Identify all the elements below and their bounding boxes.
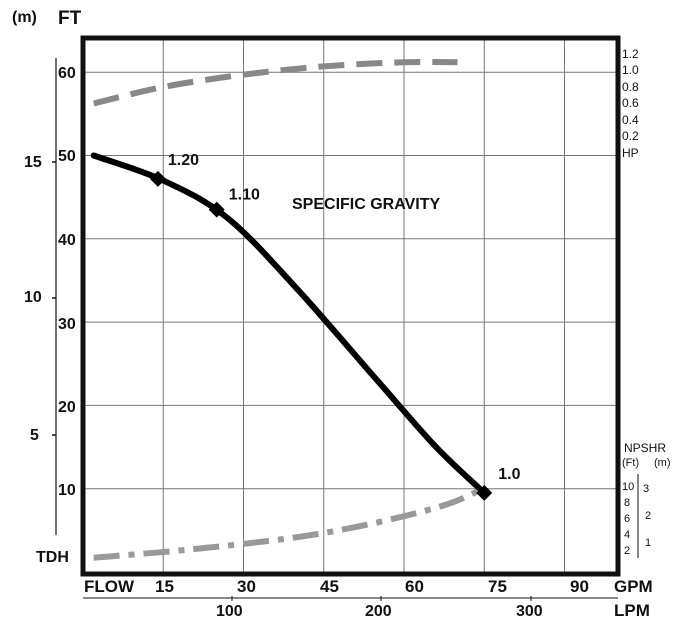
npshr-ft-unit: (Ft) bbox=[622, 457, 639, 469]
grid bbox=[83, 38, 618, 574]
markers-group: 1.20 1.10 1.0 bbox=[149, 152, 521, 501]
npshr-ft-tick: 6 bbox=[624, 513, 630, 525]
hp-tick: 0.8 bbox=[622, 80, 639, 94]
y-m-tick: 5 bbox=[30, 427, 39, 444]
hp-tick: 0.4 bbox=[622, 113, 639, 127]
hp-label: HP bbox=[622, 146, 639, 160]
x-lpm-tick: 200 bbox=[365, 603, 392, 620]
y-ft-tick: 10 bbox=[58, 482, 76, 499]
sg-marker-diamond bbox=[149, 170, 166, 187]
x-gpm-tick: 75 bbox=[488, 577, 507, 596]
sg-marker-diamond bbox=[476, 484, 493, 501]
hp-tick: 0.2 bbox=[622, 129, 639, 143]
x-gpm-tick: 90 bbox=[570, 577, 589, 596]
npshr-ft-tick: 4 bbox=[624, 529, 630, 541]
tdh-label: TDH bbox=[36, 549, 69, 566]
npshr-label: NPSHR bbox=[624, 441, 666, 455]
npshr-curve bbox=[93, 485, 486, 561]
lpm-unit-label: LPM bbox=[614, 601, 650, 620]
npshr-ft-tick: 10 bbox=[622, 481, 634, 493]
hp-curve bbox=[93, 58, 458, 107]
sg-marker-label: 1.10 bbox=[229, 187, 260, 204]
npshr-m-unit: (m) bbox=[654, 457, 671, 469]
x-lpm-tick: 300 bbox=[516, 603, 543, 620]
hp-tick: 1.2 bbox=[622, 47, 639, 61]
unit-ft-label: FT bbox=[58, 8, 82, 29]
npshr-m-tick: 1 bbox=[645, 537, 651, 549]
y-ft-tick: 20 bbox=[58, 399, 76, 416]
npshr-ft-tick: 8 bbox=[624, 497, 630, 509]
x-gpm-tick: 45 bbox=[320, 577, 339, 596]
npshr-m-tick: 3 bbox=[643, 483, 649, 495]
y-ft-tick: 50 bbox=[58, 148, 76, 165]
hp-tick: 0.6 bbox=[622, 96, 639, 110]
x-lpm-tick: 100 bbox=[216, 603, 243, 620]
sg-marker-label: 1.20 bbox=[168, 152, 199, 169]
y-m-tick: 15 bbox=[24, 154, 42, 171]
series-group bbox=[90, 58, 488, 561]
npshr-ft-tick: 2 bbox=[624, 545, 630, 557]
sg-marker-diamond bbox=[208, 201, 225, 218]
y-ft-tick: 60 bbox=[58, 65, 76, 82]
specific-gravity-annotation: SPECIFIC GRAVITY bbox=[292, 196, 440, 213]
y-m-tick: 10 bbox=[24, 289, 42, 306]
gpm-unit-label: GPM bbox=[614, 577, 653, 596]
y-ft-tick: 30 bbox=[58, 316, 76, 333]
x-gpm-tick: 15 bbox=[155, 577, 174, 596]
flow-label: FLOW bbox=[84, 577, 135, 596]
unit-m-label: (m) bbox=[12, 9, 37, 26]
npshr-m-tick: 2 bbox=[645, 510, 651, 522]
hp-tick: 1.0 bbox=[622, 63, 639, 77]
x-gpm-tick: 30 bbox=[237, 577, 256, 596]
sg-marker-label: 1.0 bbox=[498, 466, 520, 483]
y-ft-tick: 40 bbox=[58, 232, 76, 249]
x-gpm-tick: 60 bbox=[405, 577, 424, 596]
plot-frame bbox=[80, 35, 621, 577]
